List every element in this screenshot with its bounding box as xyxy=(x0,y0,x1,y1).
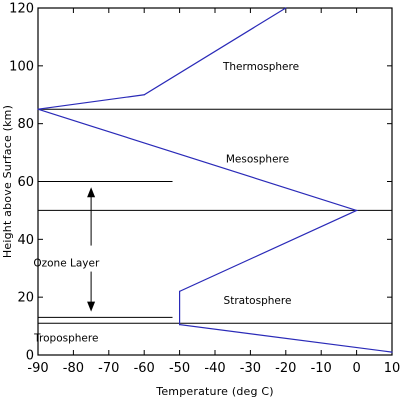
x-tick-label: 0 xyxy=(352,361,360,376)
x-tick-label: -90 xyxy=(27,361,48,376)
series-layer xyxy=(37,7,393,353)
annotation-label: Thermosphere xyxy=(222,61,299,73)
x-tick-label: -60 xyxy=(134,361,155,376)
y-tick-label: 120 xyxy=(9,2,34,17)
y-tick-label: 0 xyxy=(26,349,34,364)
temperature-profile-point xyxy=(285,7,287,9)
x-tick-label: -10 xyxy=(311,361,332,376)
x-tick-label: -80 xyxy=(63,361,84,376)
x-tick-label: -50 xyxy=(169,361,190,376)
y-tick-label: 40 xyxy=(17,233,34,248)
annotation-label: Stratosphere xyxy=(224,295,292,307)
y-axis-title: Height above Surface (km) xyxy=(1,105,14,258)
y-tick-label: 100 xyxy=(9,59,34,74)
annotation-label: Ozone Layer xyxy=(33,257,100,269)
temperature-profile-point xyxy=(179,290,181,292)
y-tick-label: 80 xyxy=(17,117,34,132)
reference-lines-layer xyxy=(38,108,392,324)
temperature-profile-point xyxy=(37,108,39,110)
x-tick-label: 10 xyxy=(384,361,400,376)
x-axis-title: Temperature (deg C) xyxy=(155,385,273,398)
annotation-label: Mesosphere xyxy=(226,153,289,165)
temperature-profile-point xyxy=(143,94,145,96)
x-tick-label: -40 xyxy=(204,361,225,376)
x-tick-label: -20 xyxy=(275,361,296,376)
temperature-profile-point xyxy=(356,209,358,212)
ozone-arrow-up-head xyxy=(87,187,96,198)
y-tick-label: 20 xyxy=(17,291,34,306)
temperature-profile-point xyxy=(391,351,393,353)
x-tick-label: -30 xyxy=(240,361,261,376)
y-tick-label: 60 xyxy=(17,175,34,190)
annotations-layer: Thermosphere Mesosphere Ozone Layer Stratos… xyxy=(33,61,299,345)
annotation-label: Troposphere xyxy=(33,333,98,345)
temperature-profile-point xyxy=(179,324,181,326)
ozone-arrow-down-head xyxy=(87,301,96,312)
x-tick-label: -70 xyxy=(98,361,119,376)
